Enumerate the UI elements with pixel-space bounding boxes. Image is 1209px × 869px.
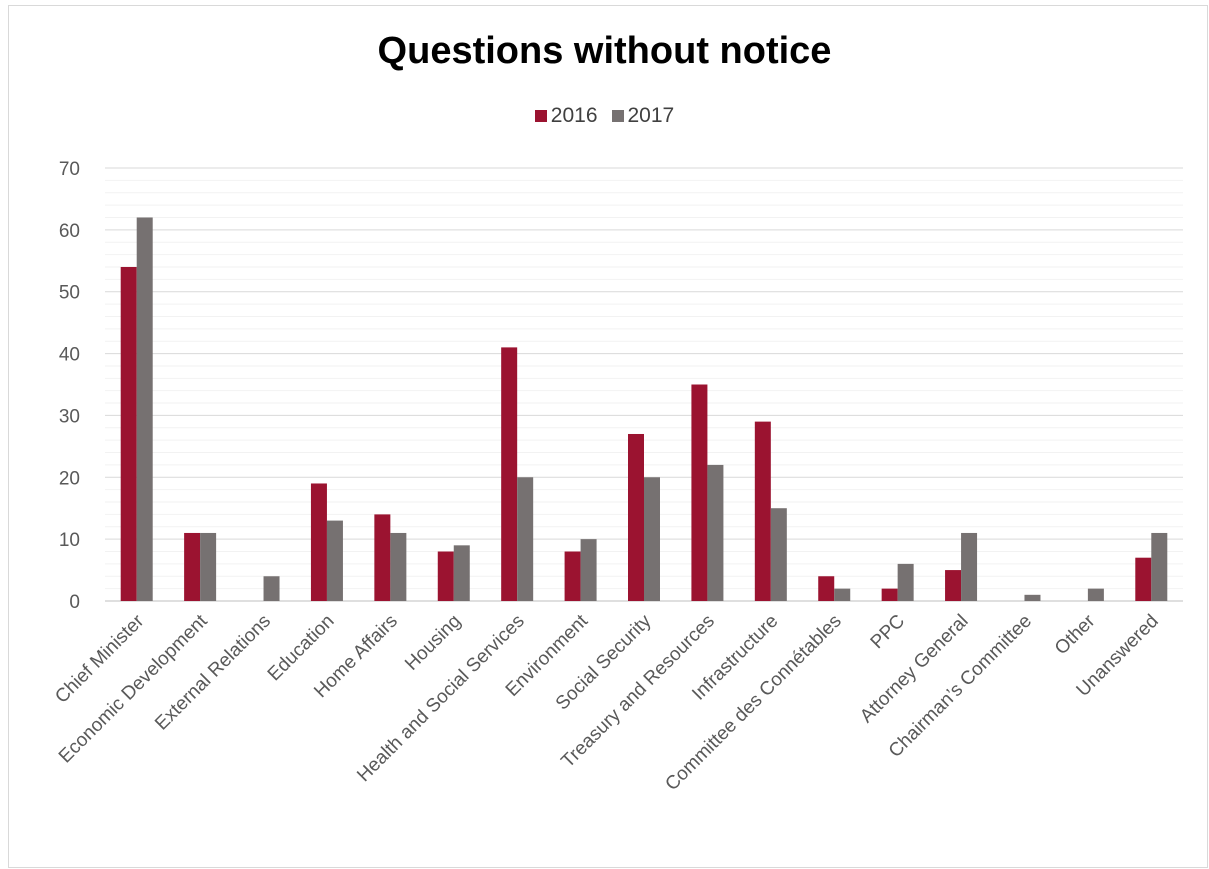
y-tick-label: 40 bbox=[59, 345, 80, 366]
bar-2016-3 bbox=[310, 483, 327, 601]
bar-2016-6 bbox=[501, 347, 518, 601]
bar-2016-10 bbox=[754, 421, 771, 601]
bar-2017-12 bbox=[897, 563, 914, 601]
bar-2017-3 bbox=[326, 520, 343, 601]
legend-swatch-2017 bbox=[611, 110, 624, 122]
bar-2017-10 bbox=[770, 508, 787, 601]
bar-2016-4 bbox=[374, 514, 391, 601]
legend-item-2016: 2016 bbox=[534, 104, 598, 128]
bar-2017-7 bbox=[580, 539, 597, 601]
legend-swatch-2016 bbox=[534, 110, 547, 122]
legend-label-2016: 2016 bbox=[550, 104, 598, 127]
y-tick-label: 50 bbox=[59, 283, 80, 304]
bar-2017-11 bbox=[834, 588, 851, 601]
x-tick-label: PPC bbox=[867, 611, 909, 653]
bar-2016-8 bbox=[628, 433, 644, 601]
x-tick-label: External Relations bbox=[151, 611, 275, 735]
bar-2016-5 bbox=[437, 551, 454, 601]
legend-item-2017: 2017 bbox=[611, 104, 675, 128]
bar-2017-0 bbox=[136, 217, 153, 601]
bar-2016-1 bbox=[184, 532, 201, 601]
bar-2017-1 bbox=[200, 532, 217, 601]
bar-2017-13 bbox=[961, 532, 978, 601]
bar-2016-0 bbox=[120, 266, 137, 601]
bar-2017-14 bbox=[1024, 594, 1041, 601]
bar-2017-6 bbox=[517, 477, 534, 601]
bar-2017-5 bbox=[453, 545, 470, 601]
y-tick-label: 60 bbox=[59, 221, 80, 242]
y-tick-label: 10 bbox=[59, 530, 80, 551]
y-tick-label: 70 bbox=[59, 159, 80, 180]
y-tick-label: 20 bbox=[59, 468, 80, 489]
x-tick-label: Attorney General bbox=[856, 611, 972, 727]
bar-2017-4 bbox=[390, 532, 407, 601]
legend: 2016 2017 bbox=[0, 104, 1209, 128]
chart-title: Questions without notice bbox=[377, 30, 832, 72]
bar-2017-9 bbox=[707, 464, 724, 601]
chart-area bbox=[8, 5, 1208, 868]
y-tick-label: 30 bbox=[59, 406, 80, 427]
bar-2016-12 bbox=[881, 588, 898, 601]
bar-2016-16 bbox=[1135, 557, 1152, 601]
bar-2017-15 bbox=[1087, 588, 1104, 601]
legend-label-2017: 2017 bbox=[627, 104, 675, 127]
bar-2016-13 bbox=[945, 570, 962, 601]
bar-2017-2 bbox=[263, 576, 280, 601]
bar-2017-16 bbox=[1151, 532, 1168, 601]
x-tick-label: Housing bbox=[401, 611, 465, 675]
bar-2016-9 bbox=[691, 384, 708, 601]
bar-2017-8 bbox=[644, 477, 660, 601]
x-tick-label: Other bbox=[1051, 610, 1100, 659]
y-tick-label: 0 bbox=[69, 592, 80, 613]
bar-2016-7 bbox=[564, 551, 581, 601]
bar-2016-11 bbox=[818, 576, 835, 601]
